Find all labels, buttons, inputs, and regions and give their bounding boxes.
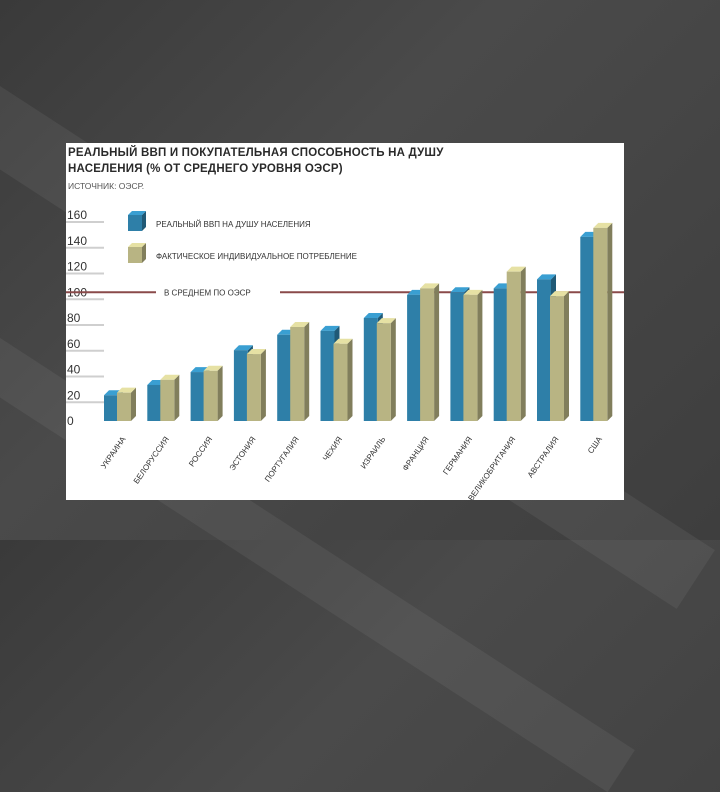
category-label: ГЕРМАНИЯ [441,435,474,477]
legend-label: ФАКТИЧЕСКОЕ ИНДИВИДУАЛЬНОЕ ПОТРЕБЛЕНИЕ [156,252,357,261]
bar-top [420,283,440,289]
bar [376,323,391,421]
bar-side [304,322,310,421]
bar [580,236,595,421]
y-tick-label: 40 [67,363,81,377]
bar-top [333,338,353,344]
category-label: ВЕЛИКОБРИТАНИЯ [466,435,517,500]
chart-panel: 0 20 40 60 80 100 120 140 160 В СРЕДНЕМ ПО ОЭСР УК… [66,143,624,500]
chart-source: ИСТОЧНИК: ОЭСР. [68,181,145,191]
y-tick-label: 140 [67,234,87,248]
bar-top [550,291,569,297]
y-tick-separator [66,298,104,301]
legend-swatch-side [142,243,146,263]
legend-swatch-top [128,211,146,215]
bar-top [463,289,483,295]
y-tick-separator [66,401,104,404]
bar-top [376,318,396,324]
y-tick-label: 60 [67,337,81,351]
bar [450,292,465,421]
category-label: ПОРТУГАЛИЯ [263,435,301,484]
oecd-average-label-bg [156,285,280,299]
bar-side [477,289,483,421]
bar-side [217,365,223,421]
legend-swatch [128,247,142,263]
bar [203,370,218,421]
bar [117,392,131,421]
bar-top [117,387,136,393]
bar-top [160,374,180,380]
bar-side [347,338,353,421]
category-label: ИЗРАИЛЬ [359,435,388,470]
bar-side [434,283,440,421]
bar-top [290,322,310,328]
bar [420,288,435,421]
bar [493,288,508,421]
legend-swatch-top [128,243,146,247]
bar-top [203,365,223,371]
y-tick-separator [66,221,104,223]
bar-side [260,349,266,421]
bar-top [246,349,266,355]
bar [147,384,162,421]
bar [290,327,305,421]
y-tick-separator [66,324,104,326]
y-tick-separator [66,349,104,352]
chart-title-line2: НАСЕЛЕНИЯ (% ОТ СРЕДНЕГО УРОВНЯ ОЭСР) [68,163,343,175]
bar [104,395,118,421]
bar [407,294,422,421]
legend-label: РЕАЛЬНЫЙ ВВП НА ДУШУ НАСЕЛЕНИЯ [156,220,311,229]
bar-top [450,287,470,293]
legend-swatch [128,215,142,231]
bar-side [131,387,136,421]
bar [277,334,292,421]
bar-top [537,274,556,280]
y-tick-label: 20 [67,388,81,402]
bar-top [506,266,526,272]
bar [506,271,521,421]
y-tick-label: 160 [67,208,87,222]
category-label: БЕЛОРУССИЯ [132,435,171,486]
bar [246,354,261,421]
bar [233,350,248,421]
category-label: ЭСТОНИЯ [228,435,258,473]
bar-top [233,345,253,351]
bar-side [174,374,180,421]
bar [320,330,335,421]
bar-side [520,266,526,421]
chart-title-line1: РЕАЛЬНЫЙ ВВП И ПОКУПАТЕЛЬНАЯ СПОСОБНОСТЬ… [68,147,444,159]
category-label: ЧЕХИЯ [321,435,344,463]
bar-top [363,313,383,318]
category-label: США [586,434,604,455]
category-label: ФРАНЦИЯ [401,435,431,473]
y-tick-label: 80 [67,311,81,325]
category-label: РОССИЯ [187,435,214,469]
y-tick-separator [66,246,104,249]
bar [593,227,608,421]
category-label: АВСТРАЛИЯ [526,435,561,480]
bar [463,294,478,421]
bar-side [390,318,396,421]
bar-side [564,291,569,421]
bar [160,379,175,421]
legend-swatch-side [142,211,146,231]
y-tick-separator [66,272,104,275]
bar-side [607,222,613,421]
bar-top [593,222,613,228]
category-label: УКРАИНА [99,434,128,470]
bar [333,343,348,421]
bar [537,279,551,421]
oecd-average-label: В СРЕДНЕМ ПО ОЭСР [164,288,251,297]
bar [363,318,378,421]
y-tick-separator [66,375,104,378]
bar [550,296,564,421]
bar [190,372,205,421]
y-tick-label: 0 [67,414,74,428]
y-tick-label: 120 [67,260,87,274]
bar-top [320,325,340,331]
